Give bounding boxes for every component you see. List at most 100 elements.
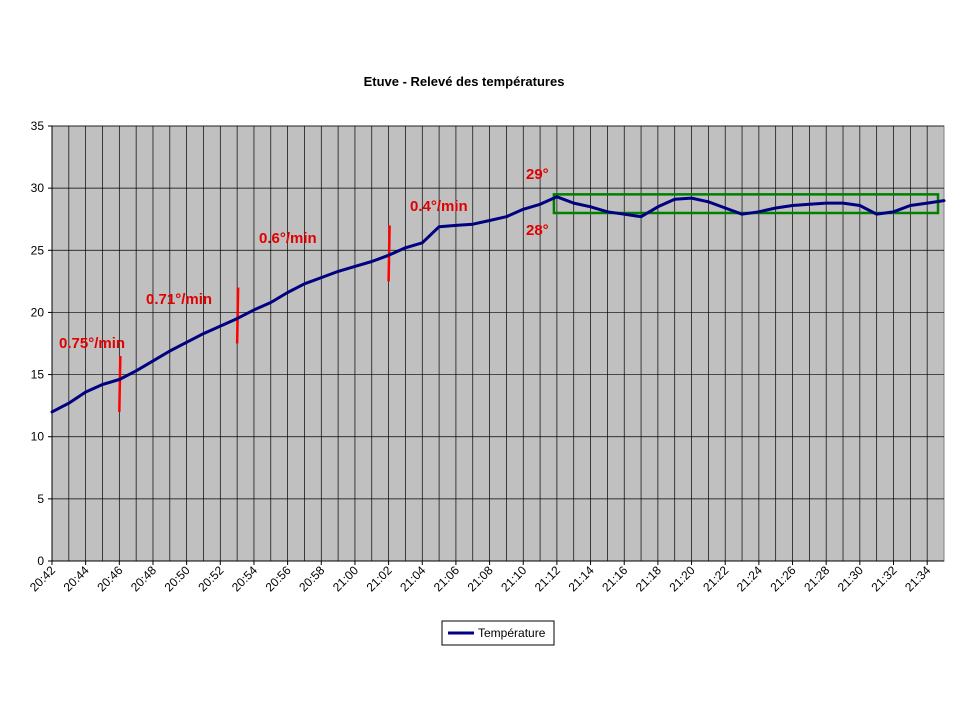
data-point: [185, 341, 188, 344]
data-point: [707, 200, 710, 204]
rate-annotation: 0.75°/min: [59, 335, 125, 352]
data-point: [639, 215, 643, 218]
data-point: [67, 401, 71, 405]
x-tick-label: 21:14: [566, 563, 597, 594]
data-point: [168, 349, 172, 353]
y-tick-label: 10: [31, 430, 45, 444]
horizontal-gridlines: [52, 125, 944, 500]
data-point: [303, 282, 306, 286]
y-tick-label: 25: [31, 243, 45, 257]
data-point: [101, 383, 104, 386]
data-point: [471, 222, 474, 226]
chart-title: Etuve - Relevé des températures: [364, 74, 565, 89]
data-point: [909, 204, 912, 207]
data-point: [925, 201, 929, 205]
data-point: [151, 359, 155, 363]
x-tick-label: 21:26: [768, 563, 799, 594]
x-tick-label: 21:02: [364, 563, 395, 594]
data-point: [808, 203, 811, 206]
data-point: [202, 332, 205, 335]
data-point: [505, 215, 508, 218]
x-tick-label: 20:48: [128, 563, 159, 594]
x-tick-label: 21:20: [667, 563, 698, 594]
data-point: [774, 206, 777, 210]
data-point: [50, 410, 54, 414]
x-tick-label: 20:52: [195, 563, 226, 594]
data-point: [286, 291, 289, 294]
data-point: [252, 308, 256, 312]
y-axis: 0 5 10 15 20 25 30 35: [31, 119, 944, 568]
x-tick-label: 21:12: [532, 563, 563, 594]
data-point: [454, 224, 458, 227]
data-point: [320, 276, 323, 279]
data-point: [841, 201, 845, 205]
data-point: [740, 213, 744, 216]
x-tick-label: 21:08: [465, 563, 496, 594]
data-point: [522, 208, 525, 211]
range-label-bottom: 28°: [526, 222, 549, 239]
data-point: [538, 203, 542, 206]
data-point: [791, 204, 794, 207]
data-point: [892, 210, 895, 213]
rate-annotation: 0.71°/min: [146, 291, 212, 308]
rate-marker: [235, 287, 240, 344]
rate-markers: [118, 225, 391, 412]
data-point: [942, 199, 946, 202]
series-line: [50, 195, 946, 414]
y-tick-label: 30: [31, 181, 45, 195]
range-label-top: 29°: [526, 166, 549, 183]
x-tick-label: 20:58: [296, 563, 327, 594]
data-point: [353, 265, 357, 268]
data-point: [437, 225, 441, 228]
data-point: [606, 210, 609, 213]
rate-annotation: 0.4°/min: [410, 198, 468, 215]
y-tick-label: 35: [31, 119, 45, 133]
x-tick-label: 21:18: [633, 563, 664, 594]
x-tick-label: 21:04: [397, 563, 428, 594]
rate-marker: [118, 355, 122, 412]
data-point: [404, 246, 407, 249]
data-point: [235, 317, 239, 320]
data-point: [656, 205, 660, 208]
data-point: [488, 219, 491, 222]
x-tick-label: 21:34: [902, 563, 933, 594]
data-point: [623, 213, 626, 216]
data-point: [824, 201, 828, 205]
data-point: [757, 210, 761, 213]
data-point: [421, 241, 424, 245]
vertical-gridlines: [68, 126, 928, 561]
x-tick-label: 21:28: [801, 563, 832, 594]
data-point: [673, 198, 676, 201]
data-point: [134, 369, 138, 373]
x-tick-label: 21:32: [868, 563, 899, 594]
data-point: [84, 390, 87, 394]
y-tick-label: 0: [37, 554, 44, 568]
data-point: [555, 195, 559, 199]
data-point: [589, 205, 592, 208]
data-point: [336, 270, 340, 273]
x-tick-label: 20:46: [94, 563, 125, 594]
x-tick-label: 21:24: [734, 563, 765, 594]
y-tick-label: 20: [31, 305, 45, 319]
data-point: [118, 378, 121, 381]
x-tick-label: 21:22: [700, 563, 731, 594]
data-point: [219, 324, 222, 328]
x-tick-label: 20:50: [162, 563, 193, 594]
data-point: [875, 213, 878, 216]
legend: Température: [441, 620, 555, 646]
x-axis: 20:42 20:44 20:46 20:48 20:50 20:52 20:54 20:56…: [27, 561, 934, 594]
data-point: [690, 196, 693, 200]
y-tick-label: 15: [31, 368, 45, 382]
rate-annotation: 0.6°/min: [259, 230, 317, 247]
data-point: [572, 201, 575, 205]
x-tick-label: 21:00: [330, 563, 361, 594]
x-tick-label: 21:16: [599, 563, 630, 594]
x-tick-label: 20:54: [229, 563, 260, 594]
rate-marker: [387, 225, 391, 282]
x-tick-label: 21:06: [431, 563, 462, 594]
legend-label: Température: [478, 626, 546, 640]
data-point: [269, 301, 272, 304]
plot-area: [51, 125, 945, 562]
x-tick-label: 20:42: [27, 563, 58, 594]
